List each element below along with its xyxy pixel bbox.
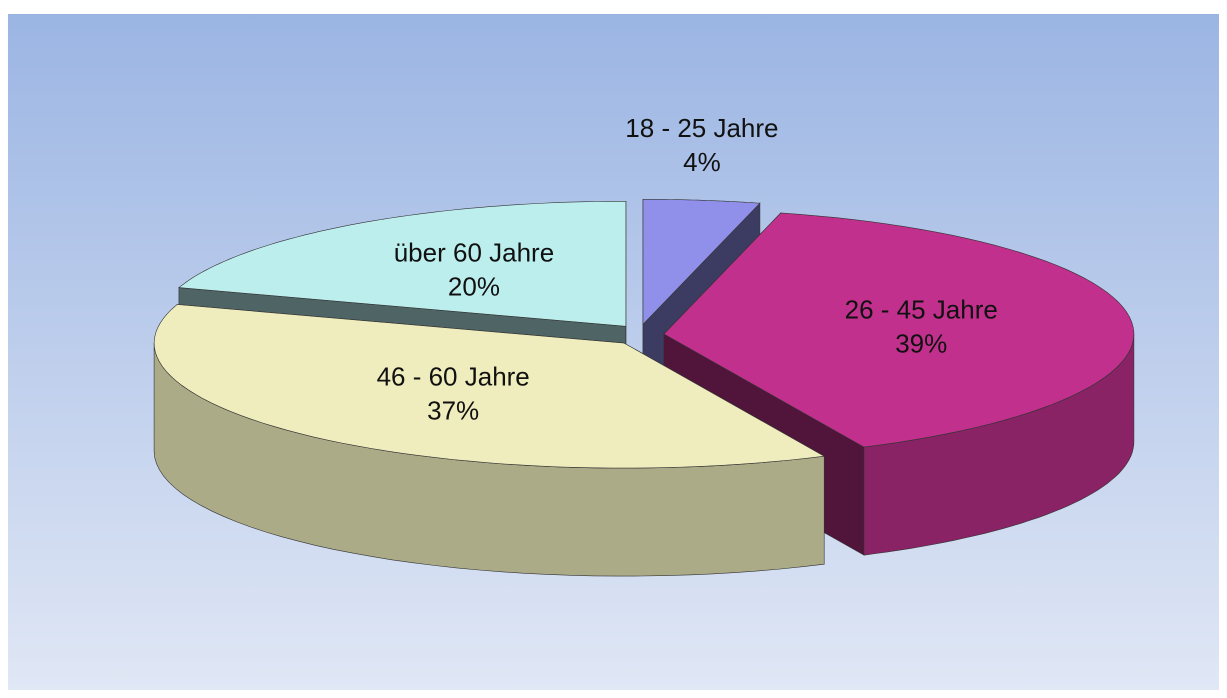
data-label-category: 26 - 45 Jahre	[845, 294, 998, 324]
slice-top	[663, 212, 1135, 448]
data-label-category: 18 - 25 Jahre	[625, 113, 778, 143]
data-label-category: über 60 Jahre	[394, 238, 554, 268]
data-label-value: 20%	[448, 272, 500, 302]
slice-top	[153, 304, 826, 469]
pie-slice	[153, 304, 826, 577]
data-label-category: 46 - 60 Jahre	[377, 362, 530, 392]
data-label-value: 4%	[683, 147, 721, 177]
slice-top	[178, 201, 627, 327]
data-label-value: 37%	[427, 396, 479, 426]
data-label-value: 39%	[895, 328, 947, 358]
slice-top	[642, 199, 761, 326]
